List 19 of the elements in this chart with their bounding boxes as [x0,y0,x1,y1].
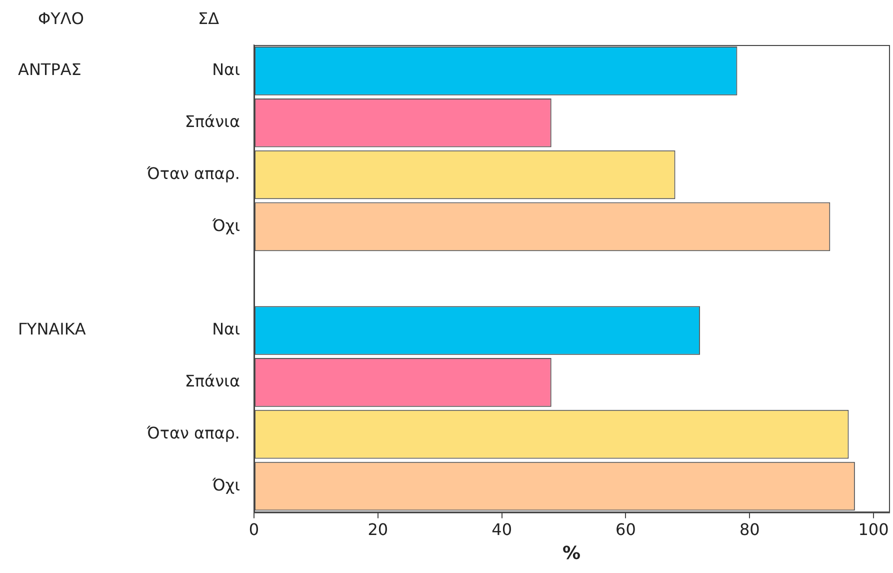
y-tick-label: Όταν απαρ. [146,423,240,442]
x-tick-label: 60 [616,520,636,539]
text: ΦΥΛΟ [38,9,84,28]
x-tick-label: 80 [739,520,760,539]
y-tick-label: Σπάνια [184,112,240,132]
text: ΑΝΤΡΑΣ [18,60,82,80]
x-tick-label: 40 [492,520,512,539]
text: ΓΥΝΑΙΚΑ [18,320,86,339]
x-axis-title: % [562,542,581,564]
y-tick-label: Όταν απαρ. [146,164,240,183]
x-tick-label: 100 [858,520,889,539]
x-tick-label: 20 [368,520,388,539]
y-tick-label: Όχι [211,475,240,494]
x-tick-label: 0 [248,520,260,539]
y-tick-label: Ναι [212,320,240,339]
y-tick-label: Σπάνια [184,372,240,391]
text: ΣΔ [198,9,220,28]
y-tick-label: Όχι [211,216,240,235]
y-tick-label: Ναι [212,60,240,80]
